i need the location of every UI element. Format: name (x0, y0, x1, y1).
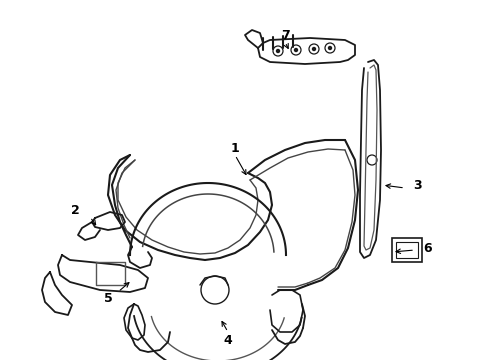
Text: 4: 4 (223, 333, 232, 346)
Bar (395, 242, 417, 258)
Text: 1: 1 (230, 141, 239, 154)
Text: 7: 7 (280, 28, 289, 41)
Circle shape (312, 48, 315, 50)
Text: 3: 3 (413, 179, 422, 192)
Text: 6: 6 (423, 242, 431, 255)
Bar (391, 238, 421, 262)
Circle shape (276, 50, 279, 53)
Text: 2: 2 (70, 203, 79, 216)
Circle shape (294, 49, 297, 51)
Circle shape (328, 46, 331, 50)
Text: 5: 5 (103, 292, 112, 305)
